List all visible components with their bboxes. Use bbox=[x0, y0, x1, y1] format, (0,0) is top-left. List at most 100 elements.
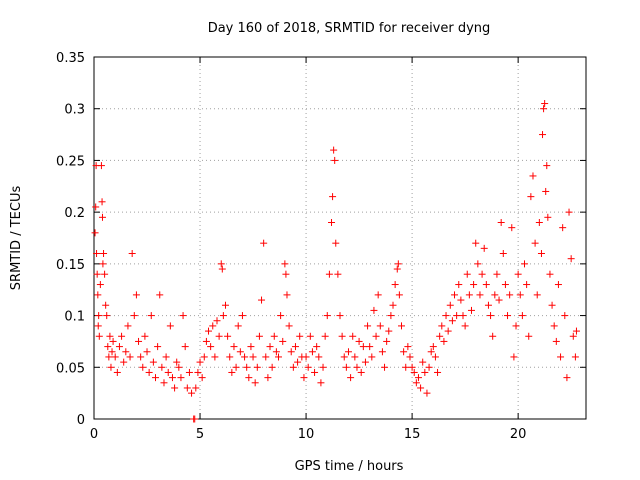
data-point bbox=[448, 317, 456, 325]
data-point bbox=[451, 291, 459, 299]
data-point bbox=[533, 291, 541, 299]
data-point bbox=[249, 353, 257, 361]
data-point bbox=[476, 291, 484, 299]
data-point bbox=[393, 265, 401, 273]
data-point bbox=[376, 322, 384, 330]
data-point bbox=[559, 224, 567, 232]
data-point bbox=[302, 353, 310, 361]
data-point bbox=[372, 332, 380, 340]
data-point bbox=[493, 270, 501, 278]
data-point bbox=[427, 348, 435, 356]
data-point bbox=[213, 317, 221, 325]
y-tick-label: 0.3 bbox=[64, 103, 85, 118]
data-point bbox=[232, 363, 240, 371]
data-point bbox=[179, 312, 187, 320]
data-point bbox=[177, 374, 185, 382]
data-point bbox=[431, 353, 439, 361]
plot-frame bbox=[93, 56, 587, 420]
data-point bbox=[294, 358, 302, 366]
data-point bbox=[540, 105, 548, 113]
data-point bbox=[323, 312, 331, 320]
data-point bbox=[497, 218, 505, 226]
data-point bbox=[118, 332, 126, 340]
data-point bbox=[567, 255, 575, 263]
data-point bbox=[383, 337, 391, 345]
data-point bbox=[300, 374, 308, 382]
data-point bbox=[211, 353, 219, 361]
data-point bbox=[495, 296, 503, 304]
data-point bbox=[156, 291, 164, 299]
data-point bbox=[349, 332, 357, 340]
data-point bbox=[398, 322, 405, 330]
data-point bbox=[149, 358, 157, 366]
data-point bbox=[487, 312, 495, 320]
data-point bbox=[228, 368, 236, 376]
data-point bbox=[105, 353, 113, 361]
data-point bbox=[321, 332, 329, 340]
data-point bbox=[543, 162, 551, 170]
data-point bbox=[421, 368, 429, 376]
data-point bbox=[535, 218, 543, 226]
data-point bbox=[308, 348, 316, 356]
data-point bbox=[164, 368, 172, 376]
data-point bbox=[359, 343, 367, 351]
data-point bbox=[205, 327, 213, 335]
data-point bbox=[501, 281, 509, 289]
tick-labels: 0 5 10 15 20 0 0.05 0.1 0.15 0.2 0.25 0.3 0.35 bbox=[56, 51, 526, 442]
x-tick-label: 0 bbox=[90, 427, 98, 442]
data-point bbox=[143, 348, 151, 356]
data-point bbox=[332, 239, 340, 247]
data-point bbox=[120, 358, 128, 366]
data-point bbox=[370, 306, 378, 314]
data-point bbox=[296, 332, 304, 340]
data-point bbox=[92, 203, 100, 211]
data-point bbox=[442, 312, 450, 320]
data-point bbox=[91, 229, 99, 237]
data-point bbox=[459, 312, 467, 320]
data-point bbox=[262, 353, 270, 361]
data-point bbox=[192, 384, 200, 392]
data-point bbox=[395, 291, 403, 299]
data-point bbox=[124, 322, 132, 330]
data-point bbox=[414, 374, 422, 382]
data-point bbox=[94, 291, 102, 299]
data-point bbox=[484, 301, 492, 309]
data-point bbox=[563, 374, 571, 382]
data-point bbox=[465, 291, 473, 299]
data-point bbox=[347, 374, 355, 382]
data-point bbox=[355, 337, 363, 345]
data-point bbox=[328, 218, 336, 226]
data-point bbox=[440, 337, 448, 345]
data-point bbox=[423, 389, 431, 397]
data-point bbox=[467, 306, 475, 314]
data-point bbox=[94, 322, 102, 330]
data-point bbox=[429, 343, 437, 351]
data-point bbox=[419, 358, 427, 366]
data-point bbox=[548, 301, 556, 309]
data-point bbox=[317, 379, 325, 387]
data-point bbox=[325, 270, 333, 278]
data-point bbox=[198, 374, 206, 382]
data-point bbox=[417, 384, 425, 392]
data-point bbox=[279, 337, 287, 345]
data-point bbox=[569, 332, 577, 340]
data-point bbox=[98, 213, 106, 221]
data-point bbox=[510, 353, 518, 361]
data-point bbox=[188, 389, 196, 397]
data-point bbox=[387, 312, 395, 320]
data-point bbox=[158, 363, 166, 371]
data-point bbox=[226, 353, 234, 361]
data-point bbox=[516, 291, 524, 299]
data-point bbox=[234, 322, 242, 330]
data-point bbox=[270, 332, 278, 340]
data-point bbox=[561, 312, 569, 320]
data-point bbox=[115, 343, 123, 351]
data-point bbox=[264, 374, 272, 382]
data-point bbox=[266, 343, 274, 351]
data-point bbox=[491, 291, 499, 299]
data-point bbox=[400, 348, 408, 356]
data-point bbox=[215, 332, 223, 340]
data-point bbox=[162, 353, 170, 361]
data-point bbox=[207, 343, 215, 351]
data-point bbox=[137, 353, 145, 361]
